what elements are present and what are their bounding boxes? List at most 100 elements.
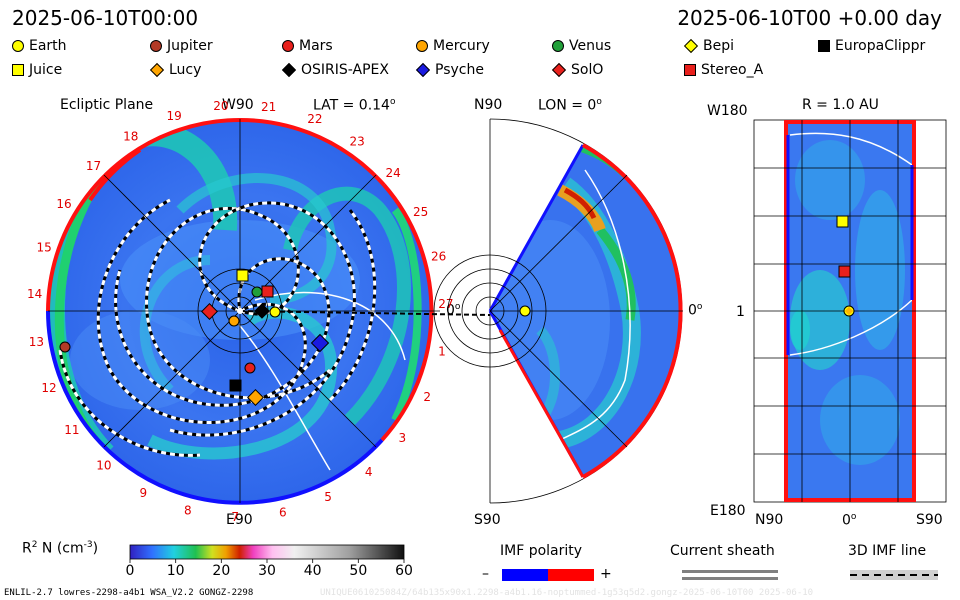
venus-circle-icon bbox=[552, 40, 564, 52]
ecliptic-zero-label: 0o bbox=[446, 302, 461, 319]
imf-minus-label: – bbox=[482, 566, 489, 582]
latlon-mid-left-label: 1 bbox=[736, 304, 745, 320]
legend-item: Stereo_A bbox=[684, 62, 763, 78]
legend-item-label: Juice bbox=[29, 62, 63, 78]
ecliptic-plane-title: Ecliptic Plane bbox=[60, 97, 154, 113]
latlon-map-plot bbox=[753, 119, 947, 503]
legend-item-label: Stereo_A bbox=[701, 62, 764, 78]
colorbar-tick-label: 20 bbox=[212, 563, 231, 579]
meridional-right-label: 0o bbox=[688, 302, 703, 319]
lucy-marker bbox=[247, 389, 264, 406]
latitude-label: LAT = 0.14o bbox=[313, 97, 396, 114]
legend-item-label: Bepi bbox=[703, 38, 734, 54]
carrington-tick-label: 21 bbox=[261, 100, 276, 114]
latlon-bottom-n90: N90 bbox=[755, 512, 784, 528]
latlon-top-left-label: W180 bbox=[707, 103, 748, 119]
colorbar-tick-label: 60 bbox=[395, 563, 413, 579]
legend-item-label: Venus bbox=[569, 38, 612, 54]
mercury-marker bbox=[228, 315, 240, 327]
current-sheath-icon bbox=[682, 570, 778, 580]
jupiter-marker bbox=[59, 341, 71, 353]
imf-line-title: 3D IMF line bbox=[848, 543, 927, 559]
colorbar-label: R2 N (cm-3) bbox=[22, 540, 99, 557]
imf-plus-label: + bbox=[600, 566, 612, 582]
carrington-tick-label: 14 bbox=[27, 287, 42, 301]
carrington-tick-label: 17 bbox=[86, 159, 101, 173]
timestamp-left: 2025-06-10T00:00 bbox=[12, 6, 199, 30]
mercury-circle-icon bbox=[416, 40, 428, 52]
carrington-tick-label: 18 bbox=[123, 129, 138, 143]
juice-latlon-marker bbox=[836, 215, 849, 228]
legend-item: Earth bbox=[12, 38, 67, 54]
meridional-bottom-label: S90 bbox=[474, 512, 501, 528]
carrington-tick-label: 5 bbox=[324, 490, 332, 504]
carrington-tick-label: 15 bbox=[36, 240, 51, 254]
carrington-tick-label: 13 bbox=[29, 335, 44, 349]
legend-item-label: Jupiter bbox=[167, 38, 213, 54]
carrington-tick-label: 27 bbox=[438, 297, 453, 311]
jupiter-circle-icon bbox=[150, 40, 162, 52]
legend-item-label: Mercury bbox=[433, 38, 490, 54]
longitude-label: LON = 0o bbox=[538, 97, 602, 114]
model-run-info: ENLIL-2.7 lowres-2298-a4b1 WSA_V2.2 GONG… bbox=[4, 588, 254, 598]
density-colorbar bbox=[129, 544, 405, 563]
imf-line-icon bbox=[850, 570, 938, 580]
legend-item-label: Lucy bbox=[169, 62, 202, 78]
europa-clipper-marker bbox=[229, 379, 242, 392]
stereo-a-marker bbox=[261, 285, 274, 298]
juice-marker bbox=[236, 269, 249, 282]
radius-label: R = 1.0 AU bbox=[802, 97, 879, 113]
colorbar-tick-label: 10 bbox=[166, 563, 185, 579]
sun-marker bbox=[237, 308, 243, 314]
carrington-tick-label: 6 bbox=[279, 506, 287, 520]
stereo-a-latlon-marker bbox=[838, 265, 851, 278]
latlon-bottom-left-label: E180 bbox=[710, 503, 746, 519]
imf-polarity-title: IMF polarity bbox=[500, 543, 583, 559]
legend-item-label: EuropaClippr bbox=[835, 38, 926, 54]
legend-item: Venus bbox=[552, 38, 611, 54]
legend-item: Psyche bbox=[415, 62, 484, 78]
carrington-tick-label: 4 bbox=[365, 465, 373, 479]
carrington-tick-label: 25 bbox=[413, 205, 428, 219]
mars-circle-icon bbox=[282, 40, 294, 52]
carrington-tick-label: 2 bbox=[423, 390, 431, 404]
legend-item-label: Mars bbox=[299, 38, 333, 54]
timestamp-right: 2025-06-10T00 +0.00 day bbox=[677, 6, 942, 30]
ecliptic-bottom-label: E90 bbox=[226, 512, 253, 528]
carrington-tick-label: 12 bbox=[41, 381, 56, 395]
carrington-tick-label: 9 bbox=[139, 486, 147, 500]
carrington-tick-label: 26 bbox=[431, 250, 446, 264]
carrington-tick-label: 19 bbox=[166, 109, 181, 123]
legend-item-label: SolO bbox=[571, 62, 604, 78]
europa-clipper-square-icon bbox=[818, 40, 830, 52]
ecliptic-top-label: W90 bbox=[222, 97, 254, 113]
stereo-a-square-icon bbox=[684, 64, 696, 76]
carrington-tick-label: 11 bbox=[64, 423, 79, 437]
solo-marker bbox=[201, 303, 218, 320]
juice-square-icon bbox=[12, 64, 24, 76]
imf-polarity-bar bbox=[502, 569, 594, 581]
latlon-bottom-zero: 0o bbox=[842, 512, 857, 529]
carrington-tick-label: 10 bbox=[96, 459, 111, 473]
legend-item: Mars bbox=[282, 38, 333, 54]
colorbar-tick-label: 0 bbox=[125, 563, 135, 579]
carrington-tick-label: 8 bbox=[184, 503, 192, 517]
earth-circle-icon bbox=[12, 40, 24, 52]
colorbar-tick-label: 30 bbox=[258, 563, 276, 579]
legend-item: OSIRIS-APEX bbox=[281, 62, 389, 78]
carrington-tick-label: 23 bbox=[350, 135, 365, 149]
legend-item-label: Psyche bbox=[435, 62, 484, 78]
carrington-tick-label: 7 bbox=[231, 510, 239, 524]
legend-item: Bepi bbox=[683, 38, 734, 54]
legend-item-label: Earth bbox=[29, 38, 67, 54]
carrington-tick-label: 1 bbox=[438, 345, 446, 359]
latlon-bottom-s90: S90 bbox=[916, 512, 943, 528]
run-identifier-faint: UNIQUE061025084Z/64b135x90x1.2298-a4b1.1… bbox=[320, 588, 814, 598]
legend-item: Juice bbox=[12, 62, 62, 78]
earth-meridional-marker bbox=[519, 305, 531, 317]
mars-marker bbox=[244, 362, 256, 374]
colorbar-tick-label: 40 bbox=[303, 563, 322, 579]
legend-item: Lucy bbox=[149, 62, 202, 78]
